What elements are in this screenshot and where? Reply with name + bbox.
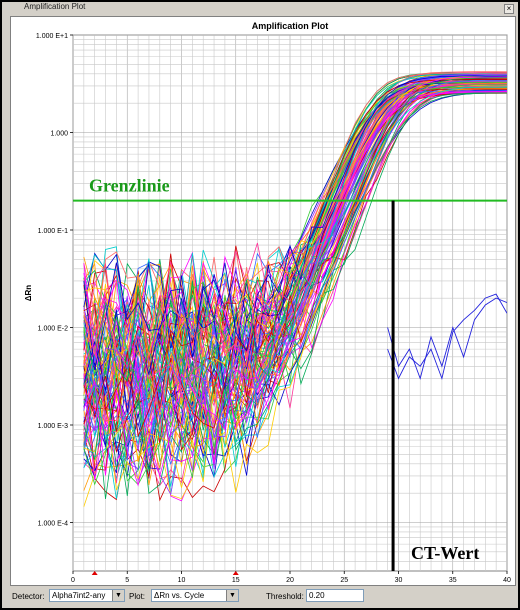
x-tick-label: 25 [340, 577, 348, 584]
status-bar: Detector: Alpha7int2-any ▼ Plot: ΔRn vs.… [4, 587, 516, 606]
plot-value: ΔRn vs. Cycle [154, 591, 205, 600]
curve-line [83, 75, 507, 370]
title-bar[interactable]: Amplification Plot × [4, 2, 516, 14]
y-tick-label: 1.000 E+1 [36, 33, 68, 40]
curve-line [83, 72, 507, 500]
close-icon[interactable]: × [504, 4, 514, 14]
x-tick-label: 35 [449, 577, 457, 584]
curve-line [83, 82, 507, 415]
curve-line [83, 92, 507, 407]
red-triangle-marker-icon [91, 571, 98, 575]
y-tick-label: 1.000 E-2 [38, 326, 68, 333]
red-triangle-marker-icon [232, 571, 239, 575]
y-tick-label: 1.000 E-3 [38, 423, 68, 430]
curve-line [83, 74, 507, 397]
outlier-curve-line [387, 293, 507, 381]
curve-line [83, 73, 507, 446]
threshold-input[interactable]: 0.20 [306, 589, 364, 602]
detector-label: Detector: [12, 592, 45, 601]
x-tick-label: 40 [503, 577, 511, 584]
y-tick-label: 1.000 [50, 131, 68, 138]
y-tick-label: 1.000 E-1 [38, 228, 68, 235]
amplification-chart: Amplification Plot 1.000 E+1 1.000 1.000 E-… [24, 21, 511, 584]
amplification-curves [83, 71, 507, 507]
x-tick-label: 30 [395, 577, 403, 584]
curve-line [83, 77, 507, 385]
plot-select[interactable]: ΔRn vs. Cycle ▼ [151, 589, 239, 602]
chart-title: Amplification Plot [252, 21, 329, 31]
chevron-down-icon[interactable]: ▼ [226, 590, 238, 601]
curve-line [83, 86, 507, 367]
chevron-down-icon[interactable]: ▼ [112, 590, 124, 601]
x-tick-label: 10 [178, 577, 186, 584]
curve-line [83, 83, 507, 398]
detector-select[interactable]: Alpha7int2-any ▼ [49, 589, 125, 602]
curve-line [83, 79, 507, 438]
threshold-annotation: Grenzlinie [89, 176, 170, 196]
plot-panel: Amplification Plot 1.000 E+1 1.000 1.000 E-… [10, 16, 516, 586]
curve-line [83, 92, 507, 472]
curve-line [83, 73, 507, 456]
curve-line [83, 86, 507, 486]
curve-line [83, 90, 507, 444]
plot-label: Plot: [129, 592, 146, 601]
y-tick-label: 1.000 E-4 [38, 521, 68, 528]
x-tick-label: 5 [125, 577, 129, 584]
ct-annotation: CT-Wert [411, 543, 479, 563]
threshold-label: Threshold: [266, 592, 304, 601]
curve-line [83, 90, 507, 372]
window-title: Amplification Plot [24, 2, 86, 11]
curve-line [83, 72, 507, 358]
curve-line [83, 71, 507, 434]
outlier-curve-line [387, 297, 507, 381]
x-tick-label: 15 [232, 577, 240, 584]
x-tick-label: 0 [71, 577, 75, 584]
y-axis-label: ΔRn [24, 285, 33, 302]
curve-line [83, 76, 507, 487]
detector-value: Alpha7int2-any [52, 591, 106, 600]
x-tick-label: 20 [286, 577, 294, 584]
